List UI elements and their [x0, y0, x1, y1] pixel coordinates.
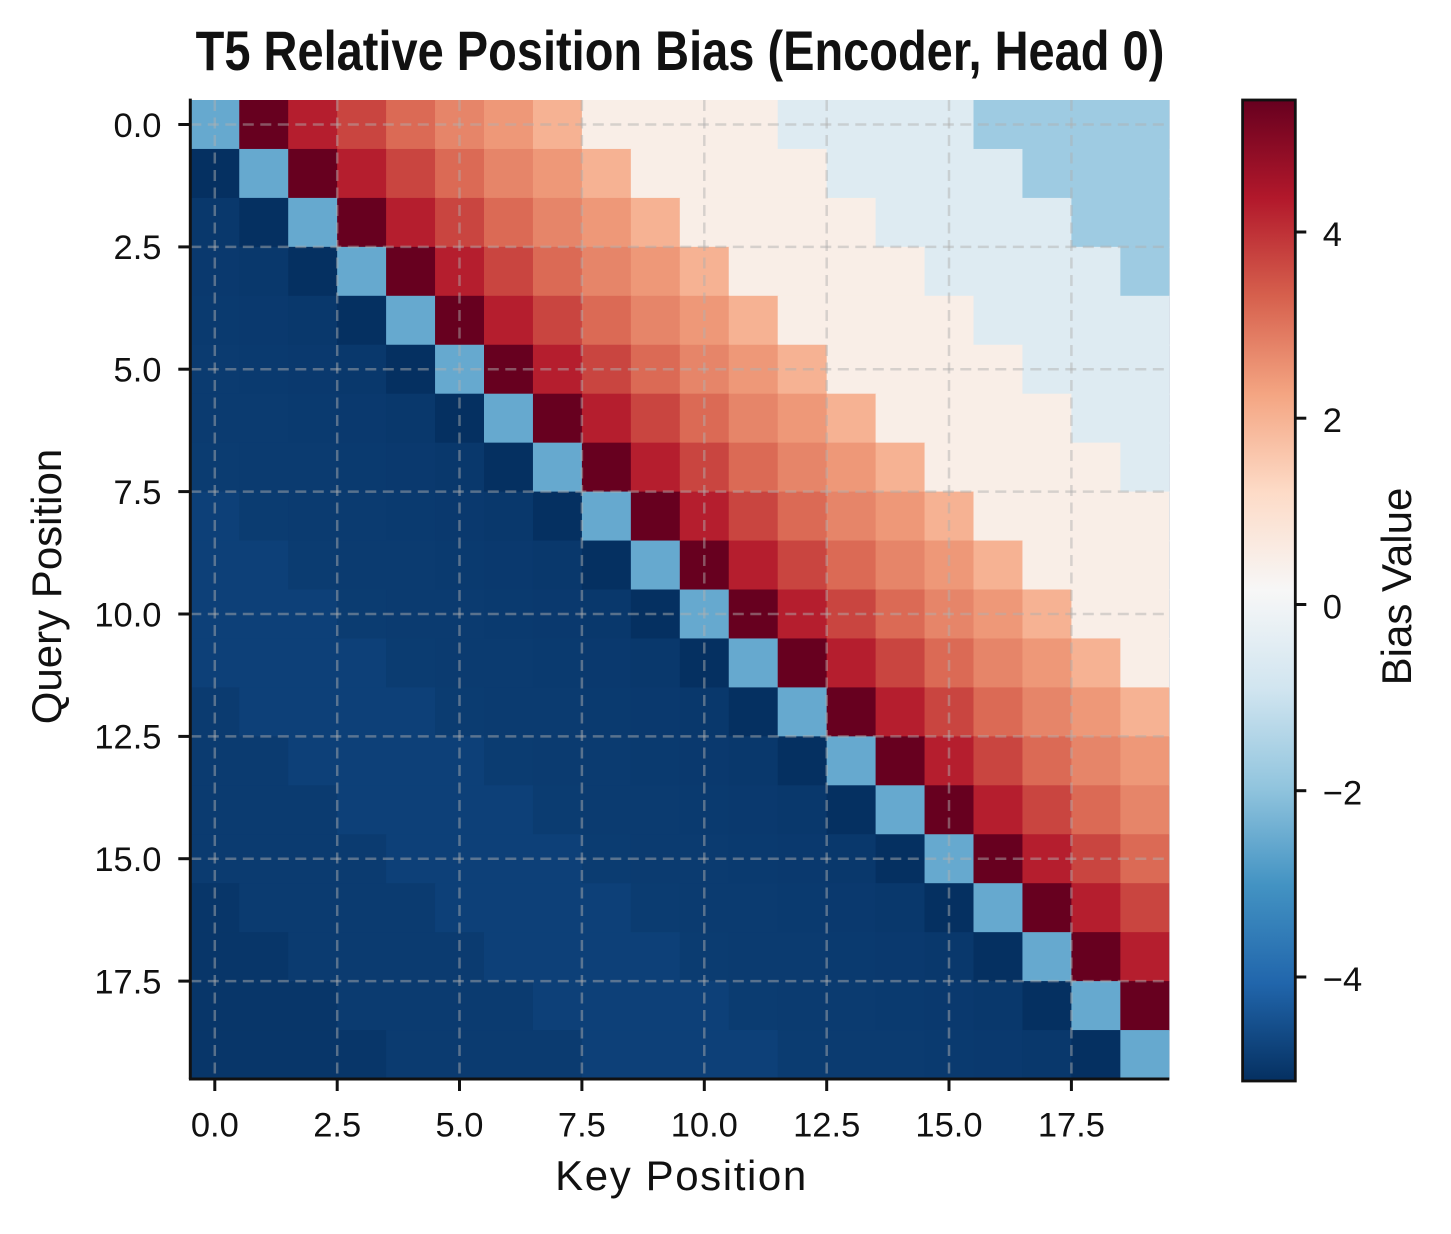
svg-text:0: 0: [1323, 588, 1342, 626]
svg-text:12.5: 12.5: [94, 719, 161, 757]
svg-text:Bias Value: Bias Value: [1373, 488, 1420, 686]
svg-text:5.0: 5.0: [436, 1107, 484, 1145]
svg-text:0.0: 0.0: [114, 107, 162, 145]
svg-text:10.0: 10.0: [671, 1107, 738, 1145]
svg-text:10.0: 10.0: [94, 596, 161, 634]
svg-text:2.5: 2.5: [114, 229, 162, 267]
svg-text:Query Position: Query Position: [23, 449, 70, 724]
svg-text:7.5: 7.5: [558, 1107, 606, 1145]
svg-text:2.5: 2.5: [313, 1107, 361, 1145]
svg-text:15.0: 15.0: [94, 841, 161, 879]
svg-text:T5 Relative Position Bias (Enc: T5 Relative Position Bias (Encoder, Head…: [196, 19, 1165, 82]
svg-text:5.0: 5.0: [114, 352, 162, 390]
svg-text:12.5: 12.5: [793, 1107, 860, 1145]
svg-text:15.0: 15.0: [915, 1107, 982, 1145]
svg-text:2: 2: [1323, 402, 1342, 440]
svg-text:0.0: 0.0: [191, 1107, 239, 1145]
svg-text:Key Position: Key Position: [555, 1152, 808, 1199]
svg-text:−4: −4: [1323, 961, 1362, 999]
svg-text:−2: −2: [1323, 775, 1362, 813]
svg-text:17.5: 17.5: [94, 963, 161, 1001]
svg-text:7.5: 7.5: [114, 474, 162, 512]
svg-text:4: 4: [1323, 216, 1342, 254]
svg-text:17.5: 17.5: [1038, 1107, 1105, 1145]
